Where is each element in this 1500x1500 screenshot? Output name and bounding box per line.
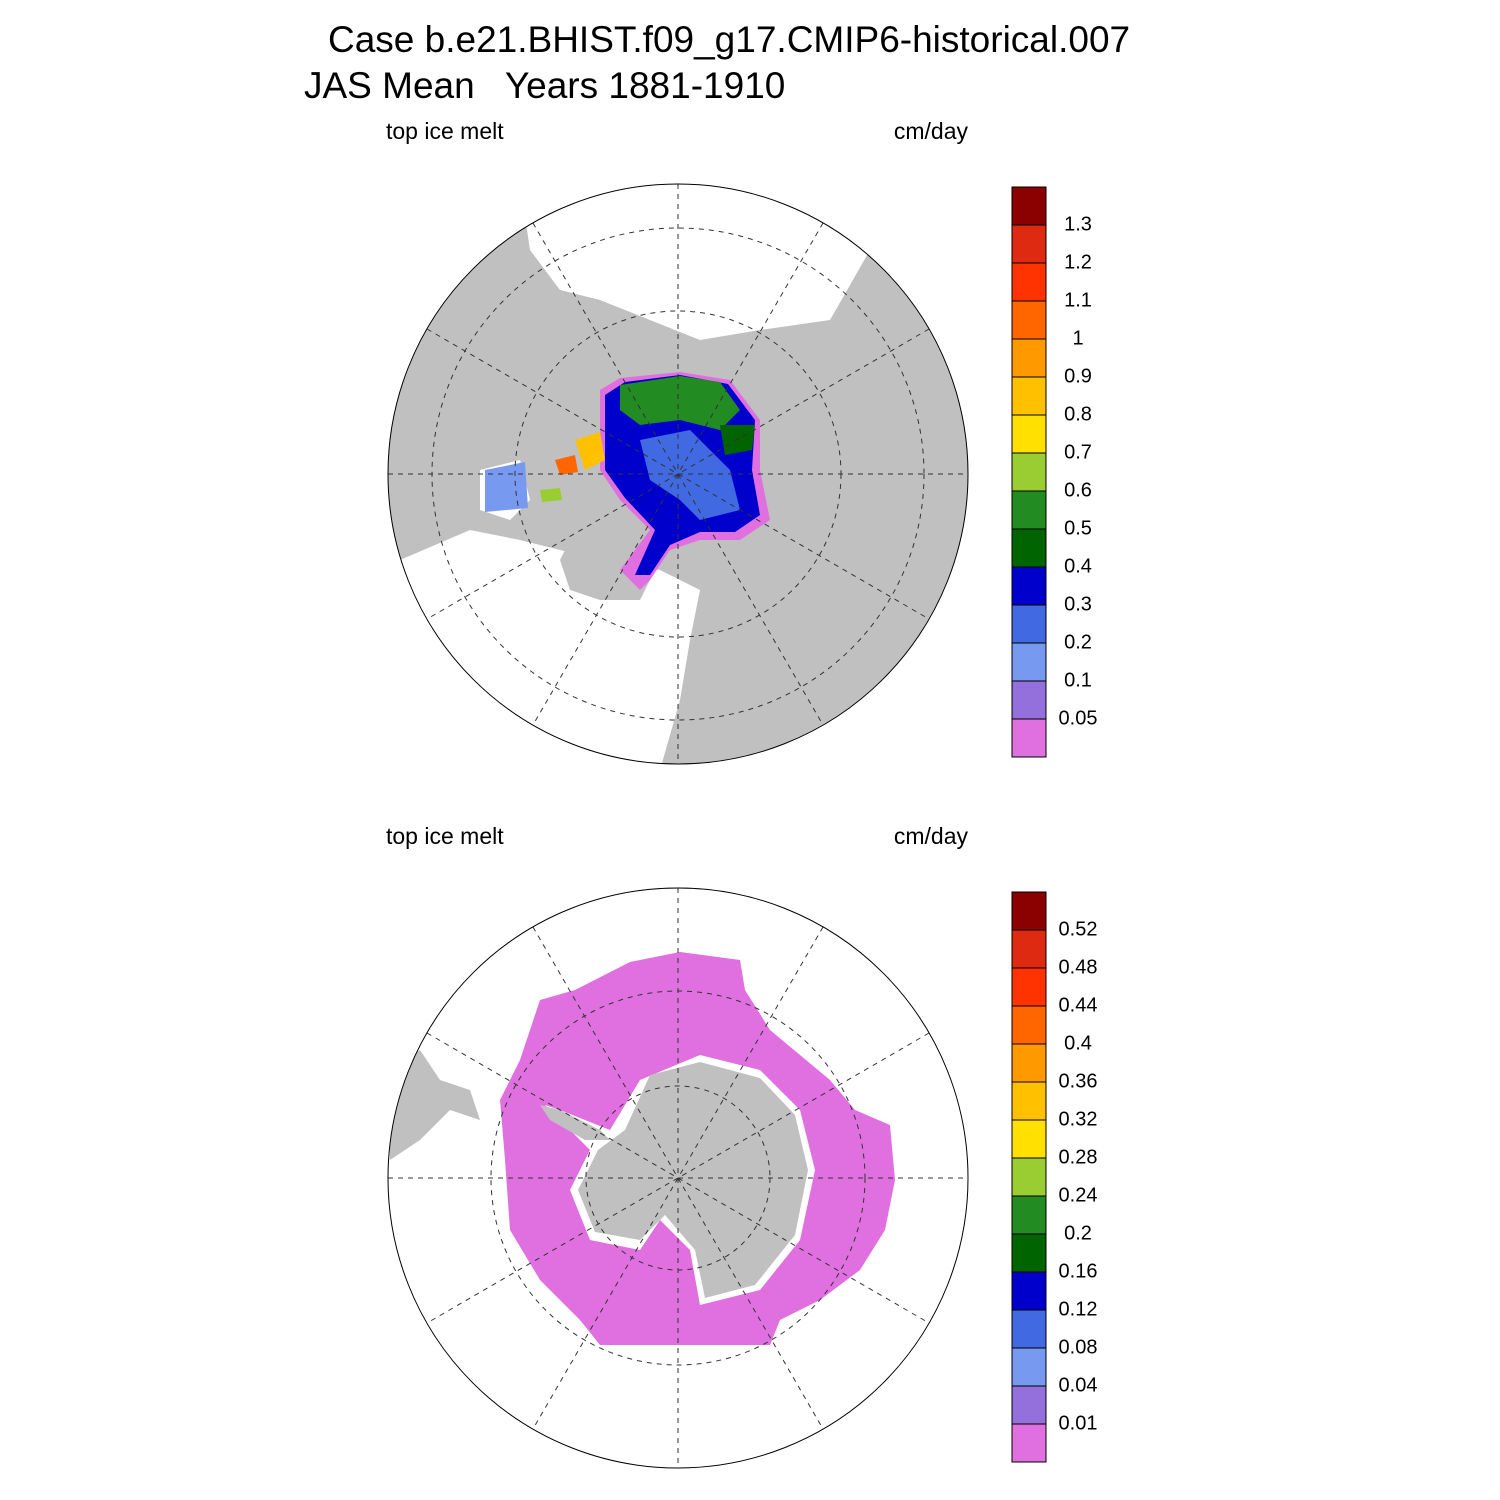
colorbar-box [1011, 680, 1047, 720]
panel-left-label: top ice melt [386, 118, 504, 144]
colorbar-box [1011, 929, 1047, 969]
title-line: Case b.e21.BHIST.f09_g17.CMIP6-historica… [328, 19, 1130, 60]
colorbar-label: 0.8 [1064, 403, 1092, 425]
colorbar-label: 0.3 [1064, 593, 1092, 615]
colorbar-box [1011, 376, 1047, 416]
colorbar-label: 0.2 [1064, 1222, 1092, 1244]
colorbar-label: 0.05 [1059, 707, 1098, 729]
colorbar-box [1011, 1271, 1047, 1311]
colorbar-label: 0.2 [1064, 631, 1092, 653]
colorbar-box [1011, 566, 1047, 606]
colorbar-label: 0.04 [1059, 1374, 1098, 1396]
colorbar-box [1011, 967, 1047, 1007]
colorbar-label: 0.32 [1059, 1108, 1098, 1130]
colorbar-label: 0.16 [1059, 1260, 1098, 1282]
south-map [388, 888, 968, 1468]
colorbar-label: 0.48 [1059, 956, 1098, 978]
panel-left-label: top ice melt [386, 823, 504, 849]
colorbar-box [1011, 528, 1047, 568]
panel-right-label: cm/day [894, 823, 969, 849]
colorbar-box [1011, 1157, 1047, 1197]
colorbar-box [1011, 1043, 1047, 1083]
colorbar-box [1011, 1347, 1047, 1387]
map-border [387, 887, 969, 1469]
colorbar-box [1011, 1081, 1047, 1121]
colorbar-label: 0.4 [1064, 1032, 1092, 1054]
colorbar-label: 0.44 [1059, 994, 1098, 1016]
colorbar-box [1011, 718, 1047, 758]
colorbar-box [1011, 262, 1047, 302]
colorbar-box [1011, 224, 1047, 264]
colorbar-box [1011, 1119, 1047, 1159]
colorbar-label: 0.01 [1059, 1412, 1098, 1434]
colorbar-box [1011, 300, 1047, 340]
colorbar-box [1011, 642, 1047, 682]
panel-right-label: cm/day [894, 118, 969, 144]
colorbar-label: 0.28 [1059, 1146, 1098, 1168]
colorbar-box [1011, 414, 1047, 454]
colorbar-label: 0.5 [1064, 517, 1092, 539]
colorbar-box [1011, 1195, 1047, 1235]
colorbar-label: 0.1 [1064, 669, 1092, 691]
colorbar-label: 0.7 [1064, 441, 1092, 463]
subtitle-line: JAS Mean Years 1881-1910 [304, 65, 785, 106]
colorbar-box [1011, 1005, 1047, 1045]
colorbar-label: 0.6 [1064, 479, 1092, 501]
colorbar-label: 1 [1072, 327, 1083, 349]
colorbar-box [1011, 891, 1047, 931]
map-border [387, 183, 969, 765]
colorbar-box [1011, 186, 1047, 226]
colorbar-label: 0.08 [1059, 1336, 1098, 1358]
colorbar-box [1011, 604, 1047, 644]
colorbar-box [1011, 452, 1047, 492]
colorbar-box [1011, 1423, 1047, 1463]
colorbar-label: 0.12 [1059, 1298, 1098, 1320]
colorbar-label: 0.9 [1064, 365, 1092, 387]
colorbar-label: 1.2 [1064, 251, 1092, 273]
colorbar-label: 0.52 [1059, 918, 1098, 940]
colorbar-label: 0.4 [1064, 555, 1092, 577]
colorbar-label: 0.36 [1059, 1070, 1098, 1092]
colorbar-label: 1.3 [1064, 213, 1092, 235]
colorbar-box [1011, 338, 1047, 378]
colorbar-box [1011, 490, 1047, 530]
colorbar-box [1011, 1385, 1047, 1425]
colorbar-label: 1.1 [1064, 289, 1092, 311]
colorbar-box [1011, 1309, 1047, 1349]
colorbar-label: 0.24 [1059, 1184, 1098, 1206]
colorbar-box [1011, 1233, 1047, 1273]
